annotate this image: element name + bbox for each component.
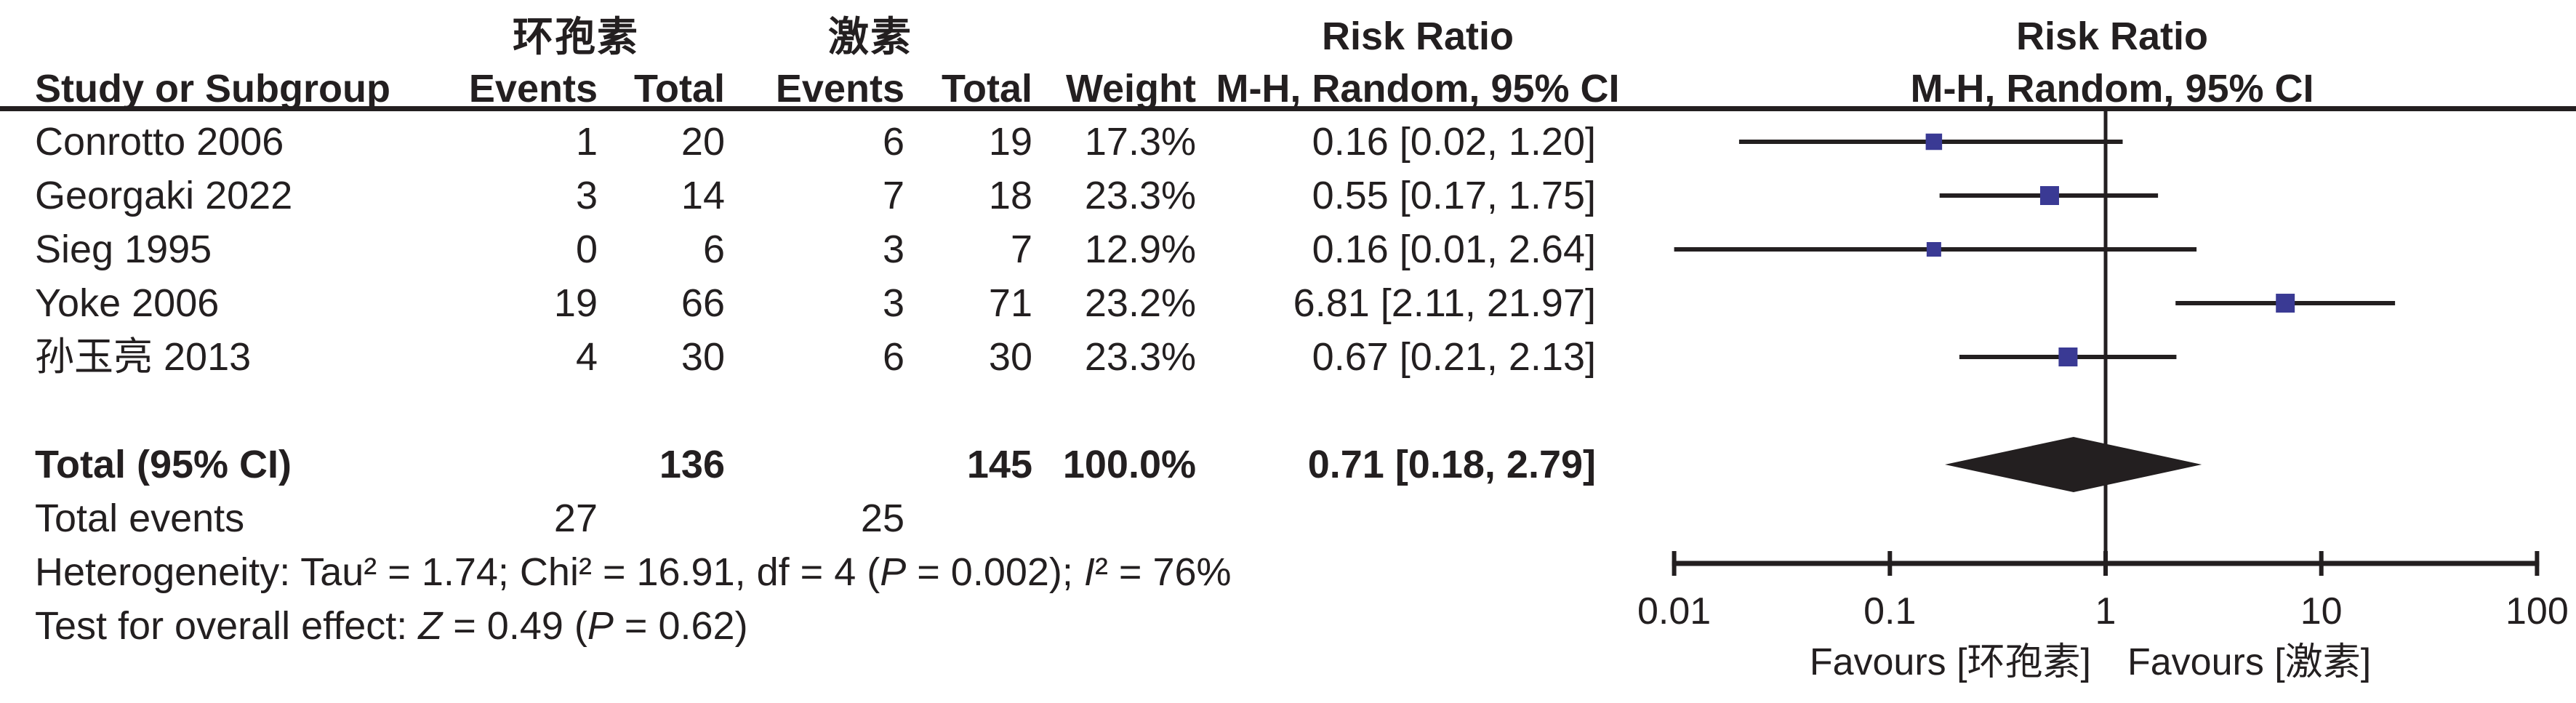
- col-header-events-2: Events: [775, 67, 904, 111]
- events-cell: 19: [553, 281, 598, 325]
- het-i-symbol: I: [1083, 550, 1095, 594]
- het-p-symbol: P: [880, 550, 907, 594]
- total-cell: 18: [988, 174, 1032, 217]
- ci-cell: 0.71 [0.18, 2.79]: [1307, 443, 1596, 486]
- col-header-weight: Weight: [1066, 67, 1196, 111]
- study-name: Conrotto 2006: [35, 120, 284, 164]
- ci-cell: 6.81 [2.11, 21.97]: [1293, 281, 1596, 325]
- total-cell: 6: [702, 228, 725, 271]
- events-cell: 3: [882, 281, 904, 325]
- weight-cell: 23.3%: [1084, 174, 1196, 217]
- summary-diamond: [1945, 437, 2202, 492]
- risk-ratio-header-plot: Risk Ratio: [2015, 15, 2209, 58]
- effect-z-symbol: Z: [418, 604, 443, 648]
- x-axis-tick: [2535, 551, 2540, 576]
- total-events-label: Total events: [35, 497, 245, 540]
- ci-cell: 0.16 [0.02, 1.20]: [1312, 120, 1596, 164]
- events-cell: 3: [575, 174, 598, 217]
- x-axis-tick: [1672, 551, 1677, 576]
- effect-part: = 0.62): [613, 604, 748, 648]
- total-cell: 7: [1010, 228, 1032, 271]
- total-cell: 14: [681, 174, 725, 217]
- weight-cell: 17.3%: [1084, 120, 1196, 164]
- events-cell: 27: [553, 497, 598, 540]
- events-cell: 7: [882, 174, 904, 217]
- effect-square: [2058, 347, 2078, 367]
- ci-cell: 0.16 [0.01, 2.64]: [1312, 228, 1596, 271]
- effect-square: [2039, 185, 2059, 206]
- events-cell: 6: [882, 335, 904, 379]
- col-header-events-1: Events: [468, 67, 598, 111]
- effect-part: = 0.49 (: [442, 604, 587, 648]
- events-cell: 0: [575, 228, 598, 271]
- weight-cell: 23.2%: [1084, 281, 1196, 325]
- effect-square: [1926, 242, 1941, 257]
- x-axis-tick: [2319, 551, 2324, 576]
- events-cell: 1: [575, 120, 598, 164]
- total-cell: 30: [681, 335, 725, 379]
- weight-cell: 23.3%: [1084, 335, 1196, 379]
- total-cell: 71: [988, 281, 1032, 325]
- study-name: Sieg 1995: [35, 228, 212, 271]
- col-header-mh-text: M-H, Random, 95% CI: [1216, 67, 1620, 111]
- col-header-total-2: Total: [942, 67, 1032, 111]
- effect-square: [1925, 133, 1943, 150]
- header-divider: [0, 106, 2576, 111]
- risk-ratio-header-text: Risk Ratio: [1321, 15, 1514, 58]
- ci-cell: 0.67 [0.21, 2.13]: [1312, 335, 1596, 379]
- col-header-study: Study or Subgroup: [35, 67, 390, 111]
- study-name: Georgaki 2022: [35, 174, 293, 217]
- total-row-label: Total (95% CI): [35, 443, 292, 486]
- weight-cell: 100.0%: [1062, 443, 1196, 486]
- no-effect-line: [2103, 109, 2108, 563]
- events-cell: 4: [575, 335, 598, 379]
- x-axis-tick-label: 10: [2300, 590, 2343, 632]
- favours-right-label: Favours [激素]: [2127, 641, 2371, 683]
- effect-part: Test for overall effect:: [35, 604, 419, 648]
- total-cell: 66: [681, 281, 725, 325]
- group-header-cyclosporine: 环孢素: [513, 15, 639, 60]
- col-header-total-1: Total: [634, 67, 725, 111]
- events-cell: 25: [860, 497, 904, 540]
- x-axis-tick-label: 1: [2095, 590, 2116, 632]
- heterogeneity-text: Heterogeneity: Tau² = 1.74; Chi² = 16.91…: [35, 553, 1232, 592]
- total-cell: 20: [681, 120, 725, 164]
- x-axis-tick: [1887, 551, 1893, 576]
- effect-p-symbol: P: [587, 604, 614, 648]
- study-name: 孙玉亮 2013: [35, 335, 252, 379]
- total-cell: 136: [659, 443, 725, 486]
- het-part: ² = 76%: [1094, 550, 1232, 594]
- het-part: = 0.002);: [906, 550, 1084, 594]
- total-cell: 145: [966, 443, 1032, 486]
- weight-cell: 12.9%: [1084, 228, 1196, 271]
- x-axis-tick-label: 0.1: [1863, 590, 1916, 632]
- col-header-mh-plot: M-H, Random, 95% CI: [1910, 67, 2314, 111]
- effect-square: [2276, 294, 2295, 313]
- total-cell: 19: [988, 120, 1032, 164]
- x-axis-tick-label: 0.01: [1637, 590, 1711, 632]
- ci-cell: 0.55 [0.17, 1.75]: [1312, 174, 1596, 217]
- events-cell: 3: [882, 228, 904, 271]
- events-cell: 6: [882, 120, 904, 164]
- favours-left-label: Favours [环孢素]: [1810, 641, 2091, 683]
- total-cell: 30: [988, 335, 1032, 379]
- overall-effect-text: Test for overall effect: Z = 0.49 (P = 0…: [35, 606, 748, 646]
- study-name: Yoke 2006: [35, 281, 220, 325]
- het-part: Heterogeneity: Tau² = 1.74; Chi² = 16.91…: [35, 550, 880, 594]
- x-axis-tick-label: 100: [2505, 590, 2569, 632]
- group-header-steroid: 激素: [828, 15, 912, 60]
- x-axis-tick: [2103, 551, 2108, 576]
